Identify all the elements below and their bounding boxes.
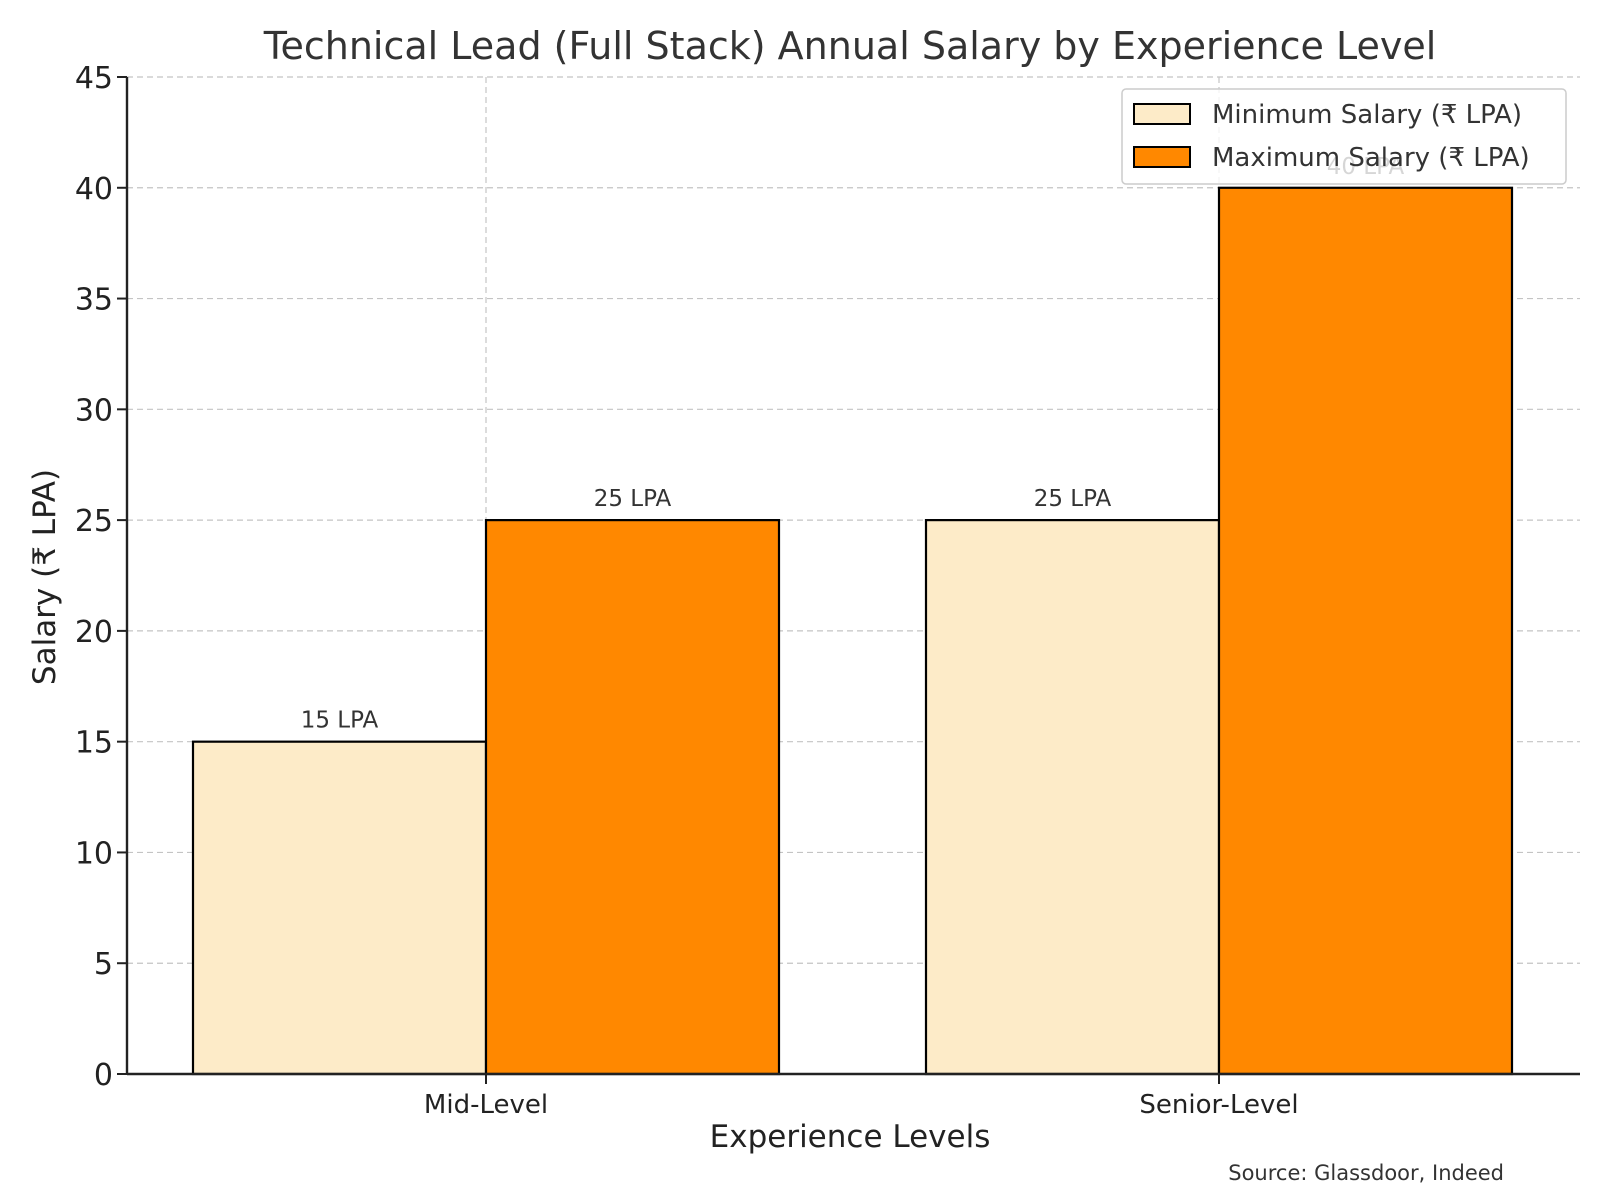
source-note: Source: Glassdoor, Indeed	[1228, 1161, 1504, 1185]
data-label: 15 LPA	[301, 708, 379, 734]
y-tick-label: 5	[94, 947, 113, 982]
y-tick-label: 40	[75, 172, 113, 207]
bar-minimum-mid-level	[191, 740, 488, 1076]
y-tick-label: 15	[75, 726, 113, 761]
x-tick-label: Mid-Level	[424, 1090, 548, 1120]
bar-minimum-senior-level	[924, 519, 1221, 1076]
x-axis-label: Experience Levels	[710, 1119, 991, 1155]
y-axis-label: Salary (₹ LPA)	[27, 469, 63, 685]
y-tick-label: 30	[75, 393, 113, 428]
bar-maximum-senior-level	[1217, 186, 1514, 1076]
legend-label-minimum: Minimum Salary (₹ LPA)	[1212, 100, 1522, 130]
y-tick-label: 0	[94, 1058, 113, 1093]
y-tick-label: 45	[75, 61, 113, 96]
y-tick-label: 35	[75, 283, 113, 318]
data-label: 25 LPA	[1034, 486, 1112, 512]
legend-frame	[1121, 88, 1567, 185]
y-tick-label: 10	[75, 836, 113, 871]
bar-maximum-mid-level	[484, 519, 781, 1076]
y-tick-label: 20	[75, 615, 113, 650]
legend: Minimum Salary (₹ LPA) Maximum Salary (₹…	[1121, 88, 1567, 185]
axes: 0 5 10 15 20 25 30 35 40 45 Mid-Level Senior-Level	[75, 61, 1580, 1120]
chart-title: Technical Lead (Full Stack) Annual Salar…	[263, 24, 1437, 68]
bars	[191, 186, 1514, 1076]
legend-label-maximum: Maximum Salary (₹ LPA)	[1212, 143, 1530, 173]
legend-swatch-maximum	[1133, 146, 1191, 168]
data-label: 25 LPA	[594, 486, 672, 512]
legend-swatch-minimum	[1133, 103, 1191, 125]
y-tick-label: 25	[75, 504, 113, 539]
x-tick-label: Senior-Level	[1139, 1090, 1298, 1120]
